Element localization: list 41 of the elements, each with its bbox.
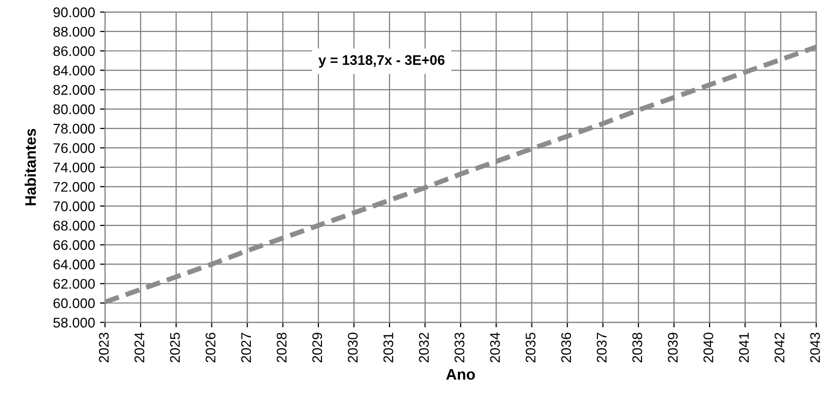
annotation: y = 1318,7x - 3E+06	[318, 55, 445, 68]
y-tick-label: 76.000	[54, 143, 95, 154]
x-tick-label: 2040	[703, 332, 714, 362]
x-tick-label: 2029	[312, 332, 322, 362]
x-tick-label: 2023	[98, 332, 109, 362]
y-tick-label: 60.000	[54, 298, 95, 308]
x-tick-label: 2031	[383, 332, 394, 362]
x-tick-label: 2024	[134, 332, 144, 362]
x-tick-label: 2039	[668, 332, 678, 362]
y-axis-title: Habitantes	[24, 128, 36, 206]
y-tick-label: 84.000	[53, 66, 95, 76]
y-tick-label: 68.000	[54, 220, 95, 231]
x-tick-label: 2043	[810, 332, 820, 362]
y-tick-label: 86.000	[53, 46, 95, 56]
y-tick-label: 78.000	[54, 124, 95, 134]
y-tick-label: 90.000	[53, 7, 95, 18]
y-tick-label: 80.000	[53, 104, 95, 114]
x-tick-label: 2035	[526, 332, 536, 362]
x-tick-label: 2036	[561, 332, 572, 362]
x-tick-label: 2025	[170, 332, 180, 362]
y-tick-label: 72.000	[54, 182, 95, 192]
x-tick-label: 2038	[632, 332, 642, 362]
x-tick-label: 2033	[454, 332, 464, 362]
x-tick-label: 2034	[490, 332, 500, 362]
y-tick-label: 88.000	[53, 26, 95, 37]
x-axis-title: Ano	[446, 369, 475, 380]
y-tick-label: 58.000	[53, 318, 95, 328]
x-tick-label: 2028	[276, 332, 287, 362]
x-tick-label: 2042	[774, 332, 784, 362]
x-tick-label: 2041	[739, 332, 749, 362]
x-tick-label: 2030	[348, 332, 358, 362]
y-tick-label: 70.000	[54, 201, 95, 212]
y-tick-label: 62.000	[54, 278, 95, 289]
x-tick-label: 2026	[206, 332, 216, 362]
y-tick-label: 74.000	[54, 162, 95, 172]
y-tick-label: 82.000	[53, 85, 95, 95]
y-tick-label: 64.000	[54, 260, 95, 270]
x-tick-label: 2037	[596, 332, 607, 362]
x-tick-label: 2027	[241, 332, 251, 362]
x-tick-label: 2032	[418, 332, 429, 362]
y-tick-label: 66.000	[54, 240, 95, 250]
